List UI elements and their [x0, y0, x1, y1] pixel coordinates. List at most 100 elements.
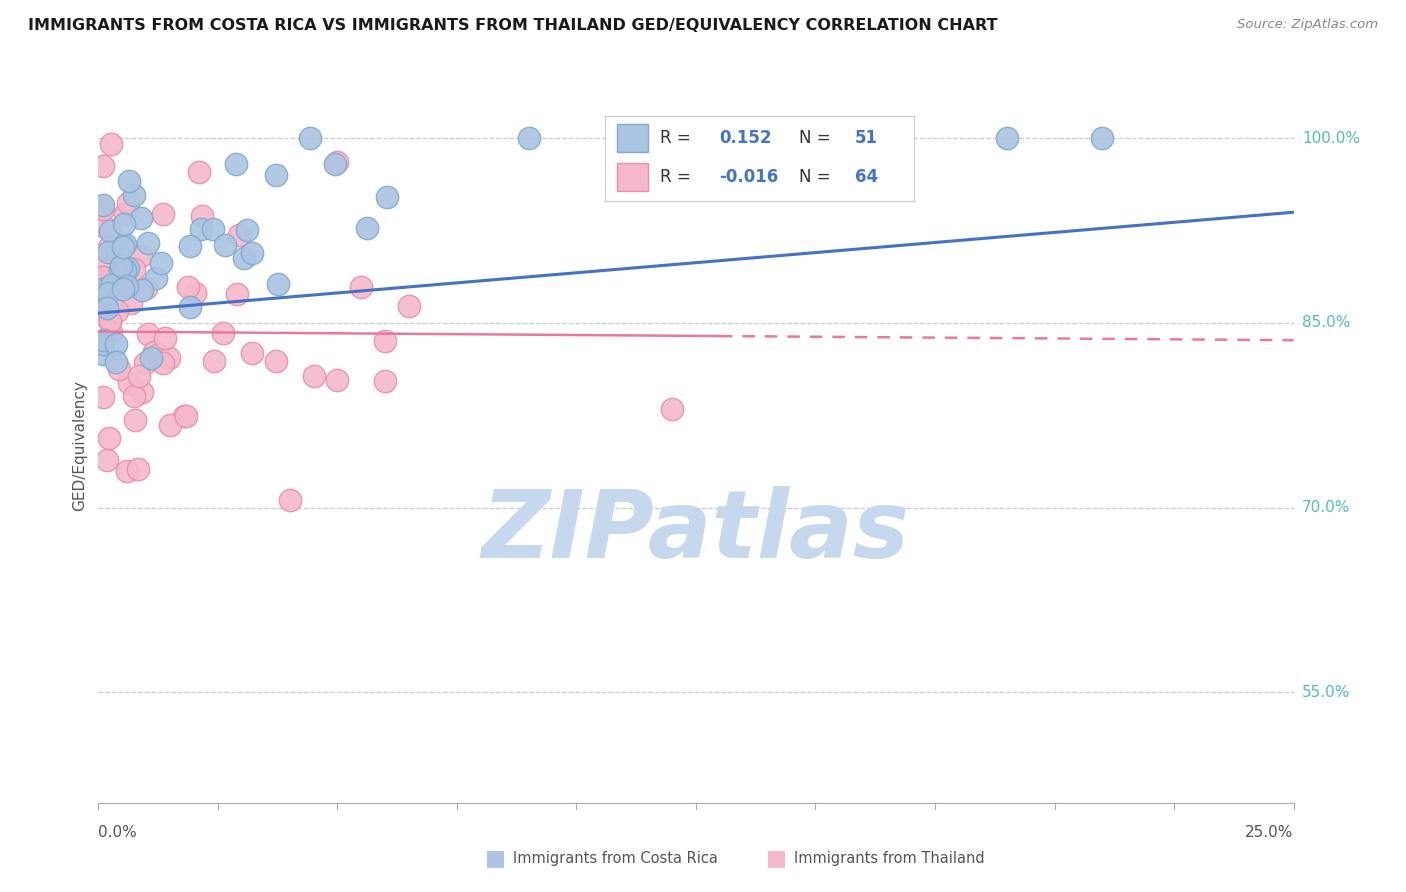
Point	[122, 389, 145, 403]
Text: N =: N =	[800, 129, 831, 147]
Point	[108, 361, 131, 376]
Text: 100.0%: 100.0%	[1302, 131, 1360, 146]
Text: ■: ■	[766, 848, 787, 868]
Point	[136, 327, 159, 342]
Text: 64: 64	[855, 168, 879, 186]
Point	[302, 369, 325, 384]
Point	[242, 245, 264, 260]
Point	[236, 223, 259, 237]
Point	[105, 337, 128, 351]
Point	[91, 336, 114, 351]
Point	[91, 390, 114, 404]
Point	[225, 157, 247, 171]
Point	[152, 207, 174, 221]
Text: R =: R =	[661, 129, 690, 147]
Point	[141, 351, 163, 365]
Text: 51: 51	[855, 129, 879, 147]
FancyBboxPatch shape	[617, 163, 648, 191]
Point	[709, 131, 731, 145]
Point	[374, 334, 396, 349]
Text: 70.0%: 70.0%	[1302, 500, 1350, 515]
Point	[91, 334, 114, 349]
Point	[177, 280, 200, 294]
Point	[661, 402, 683, 417]
FancyBboxPatch shape	[617, 125, 648, 152]
Point	[517, 131, 540, 145]
Point	[326, 154, 349, 169]
Text: -0.016: -0.016	[718, 168, 779, 186]
Point	[240, 346, 263, 360]
Point	[101, 244, 124, 258]
Point	[96, 452, 118, 467]
Point	[91, 270, 114, 285]
Point	[91, 202, 114, 216]
Point	[105, 244, 128, 258]
Point	[1091, 131, 1114, 145]
Point	[114, 206, 136, 220]
Point	[118, 376, 141, 391]
Point	[96, 301, 118, 316]
Point	[91, 301, 114, 316]
Text: ■: ■	[485, 848, 506, 868]
Text: Immigrants from Costa Rica: Immigrants from Costa Rica	[513, 851, 718, 865]
Point	[174, 409, 197, 423]
Point	[112, 240, 135, 254]
Point	[91, 288, 114, 302]
Point	[96, 257, 118, 271]
Point	[173, 409, 195, 423]
Point	[115, 279, 138, 293]
Point	[152, 356, 174, 370]
Point	[661, 131, 683, 145]
Point	[124, 413, 146, 427]
Point	[96, 311, 118, 326]
Point	[117, 195, 139, 210]
Point	[995, 131, 1018, 145]
Point	[91, 159, 114, 173]
Point	[143, 344, 166, 359]
Point	[114, 236, 136, 251]
Text: 0.152: 0.152	[718, 129, 772, 147]
Point	[212, 326, 235, 340]
Point	[98, 240, 121, 254]
Point	[97, 285, 120, 300]
Point	[100, 325, 122, 339]
Point	[188, 165, 211, 179]
Point	[100, 278, 122, 293]
Point	[233, 251, 256, 265]
Point	[264, 354, 287, 368]
Point	[323, 157, 346, 171]
Point	[326, 373, 349, 387]
Point	[115, 464, 138, 478]
Text: IMMIGRANTS FROM COSTA RICA VS IMMIGRANTS FROM THAILAND GED/EQUIVALENCY CORRELATI: IMMIGRANTS FROM COSTA RICA VS IMMIGRANTS…	[28, 18, 998, 33]
Point	[179, 239, 201, 253]
Text: 0.0%: 0.0%	[98, 825, 138, 840]
Point	[145, 270, 167, 285]
Y-axis label: GED/Equivalency: GED/Equivalency	[72, 381, 87, 511]
Point	[129, 211, 152, 226]
Point	[91, 198, 114, 212]
Point	[118, 174, 141, 188]
Point	[93, 333, 115, 347]
Point	[278, 492, 301, 507]
Point	[127, 462, 149, 476]
Point	[375, 190, 398, 204]
Point	[100, 224, 122, 238]
Point	[97, 431, 120, 445]
Point	[105, 304, 128, 318]
Point	[131, 283, 153, 297]
Point	[110, 263, 132, 277]
Point	[184, 285, 207, 300]
Point	[149, 256, 172, 270]
Point	[91, 346, 114, 360]
Point	[135, 281, 157, 295]
Point	[179, 300, 201, 314]
Point	[153, 331, 176, 345]
Point	[97, 245, 120, 260]
Point	[202, 222, 225, 236]
Text: Immigrants from Thailand: Immigrants from Thailand	[794, 851, 986, 865]
Text: 55.0%: 55.0%	[1302, 684, 1350, 699]
Point	[159, 417, 181, 432]
Text: N =: N =	[800, 168, 831, 186]
Text: ZIPatlas: ZIPatlas	[482, 485, 910, 578]
Point	[228, 227, 250, 242]
